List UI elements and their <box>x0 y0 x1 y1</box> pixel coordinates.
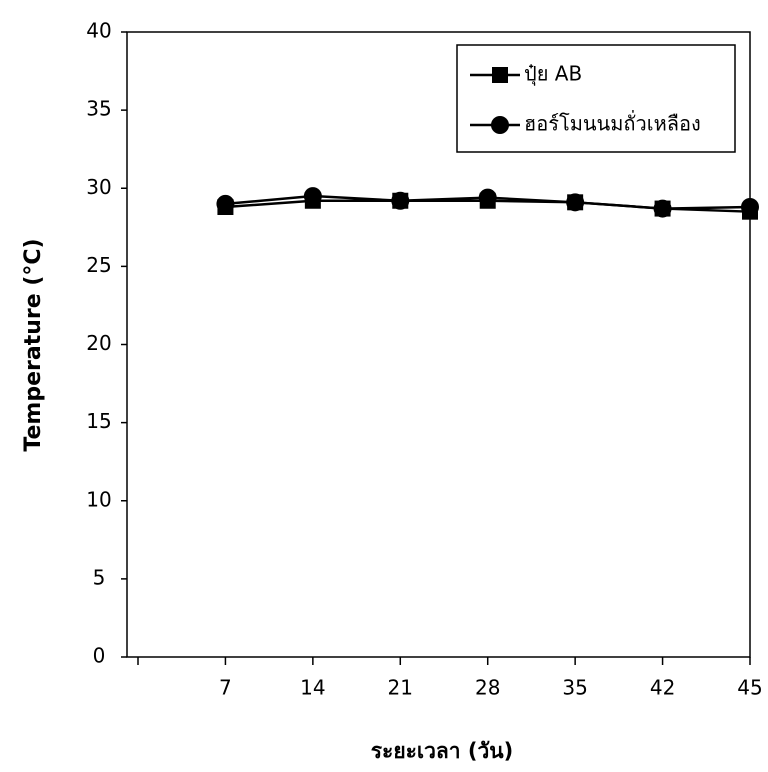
y-tick-label: 30 <box>86 175 111 199</box>
y-tick-label: 20 <box>86 331 111 355</box>
y-tick-label: 0 <box>93 644 106 668</box>
x-tick-label: 35 <box>562 676 587 700</box>
data-point <box>653 199 672 218</box>
data-point <box>741 198 759 216</box>
data-point <box>478 188 497 207</box>
legend-label: ปุ๋ย AB <box>524 62 582 87</box>
y-tick-label: 10 <box>86 487 111 511</box>
legend-marker <box>492 67 508 83</box>
data-point <box>566 193 585 212</box>
data-point <box>216 194 235 213</box>
x-tick-label: 42 <box>650 676 675 700</box>
y-tick-label: 5 <box>93 565 106 589</box>
legend-label: ฮอร์โมนนมถั่วเหลือง <box>524 110 701 136</box>
x-tick-label: 21 <box>388 676 413 700</box>
x-tick-label: 28 <box>475 676 500 700</box>
x-tick-label: 7 <box>219 676 232 700</box>
y-tick-label: 40 <box>86 19 111 43</box>
y-tick-label: 15 <box>86 409 111 433</box>
y-tick-label: 25 <box>86 253 111 277</box>
data-point <box>303 187 322 206</box>
legend-marker <box>491 116 509 134</box>
legend-box <box>456 44 736 153</box>
x-tick-label: 14 <box>300 676 325 700</box>
data-point <box>391 191 410 210</box>
x-axis-label: ระยะเวลา (วัน) <box>371 739 513 763</box>
y-axis-label: Temperature (°C) <box>21 238 46 451</box>
y-tick-label: 35 <box>86 97 111 121</box>
x-tick-label: 45 <box>737 676 762 700</box>
